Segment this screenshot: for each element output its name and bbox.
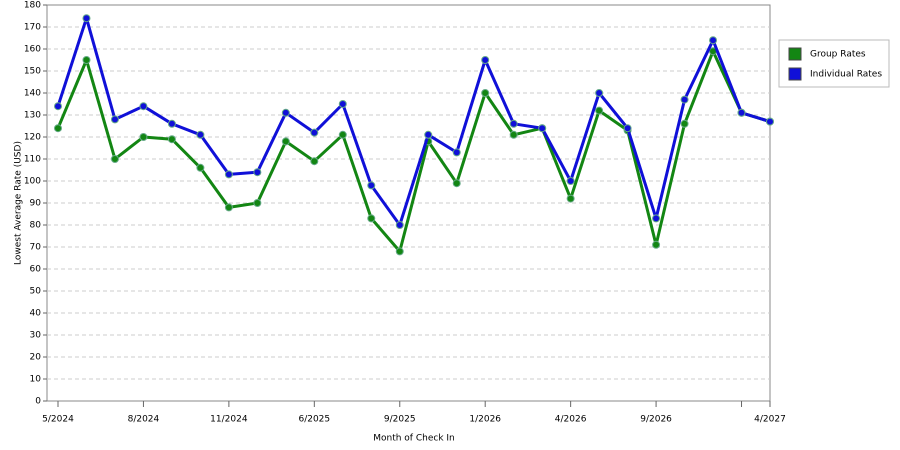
y-tick-label: 70: [30, 243, 42, 253]
data-point: [566, 177, 575, 185]
data-point: [766, 117, 774, 126]
y-axis-label: Lowest Average Rate (USD): [14, 141, 24, 265]
data-point: [310, 157, 319, 166]
data-point: [509, 130, 518, 139]
x-tick-label: 1/2026: [469, 415, 501, 425]
data-point: [224, 170, 233, 179]
data-point: [680, 119, 689, 128]
y-tick-label: 40: [30, 309, 42, 319]
data-point: [253, 168, 262, 177]
data-point: [110, 115, 119, 124]
data-point: [54, 124, 62, 133]
legend-swatch: [788, 67, 802, 81]
y-tick-label: 140: [24, 89, 41, 99]
data-point: [139, 102, 148, 111]
data-point: [709, 36, 718, 45]
y-tick-label: 100: [24, 177, 41, 187]
y-tick-label: 120: [24, 133, 41, 143]
data-point: [680, 95, 689, 104]
x-tick-label: 4/2027: [754, 415, 786, 425]
data-point: [110, 155, 119, 163]
data-point: [452, 148, 461, 157]
legend-label: Individual Rates: [810, 70, 882, 80]
legend-swatch: [788, 47, 802, 61]
y-tick-label: 170: [24, 23, 41, 33]
x-tick-label: 4/2026: [555, 415, 587, 425]
y-tick-label: 60: [30, 265, 42, 275]
data-point: [481, 56, 490, 64]
data-point: [424, 130, 433, 139]
data-point: [367, 181, 376, 190]
y-tick-label: 50: [30, 287, 42, 297]
data-point: [652, 214, 661, 223]
x-tick-label: 11/2024: [210, 415, 248, 425]
y-tick-label: 0: [35, 397, 41, 407]
data-point: [481, 89, 490, 97]
x-tick-label: 8/2024: [128, 415, 160, 425]
series-line: [56, 49, 771, 253]
data-point: [196, 130, 205, 139]
data-point: [196, 163, 205, 172]
data-point: [595, 89, 604, 97]
data-point: [566, 194, 575, 203]
data-point: [253, 199, 262, 207]
y-tick-label: 180: [24, 1, 41, 11]
data-point: [224, 203, 233, 212]
y-tick-label: 10: [30, 375, 42, 385]
y-tick-label: 90: [30, 199, 42, 209]
data-point: [538, 124, 547, 133]
data-point: [652, 240, 661, 249]
series-line: [56, 16, 771, 227]
x-tick-label: 9/2026: [640, 415, 672, 425]
data-point: [281, 137, 290, 146]
data-point: [737, 108, 746, 117]
data-point: [623, 124, 632, 133]
data-point: [310, 128, 319, 137]
y-tick-label: 20: [30, 353, 42, 363]
y-tick-label: 30: [30, 331, 42, 341]
data-point: [167, 119, 176, 128]
x-tick-label: 9/2025: [384, 415, 416, 425]
y-tick-label: 150: [24, 67, 41, 77]
x-tick-label: 6/2025: [298, 415, 330, 425]
data-point: [395, 247, 404, 256]
data-point: [452, 179, 461, 188]
x-axis-label: Month of Check In: [373, 434, 455, 444]
legend-label: Group Rates: [810, 50, 866, 60]
data-point: [82, 56, 91, 64]
data-point: [367, 214, 376, 223]
data-point: [167, 135, 176, 144]
data-point: [139, 133, 148, 141]
data-point: [395, 221, 404, 229]
data-point: [82, 14, 91, 23]
data-point: [338, 130, 347, 139]
y-tick-label: 130: [24, 111, 41, 121]
data-point: [595, 106, 604, 115]
y-tick-label: 160: [24, 45, 41, 55]
data-point: [509, 119, 518, 128]
data-point: [338, 100, 347, 108]
data-point: [281, 108, 290, 117]
data-point: [54, 102, 62, 111]
x-tick-label: 5/2024: [42, 415, 74, 425]
y-tick-label: 80: [30, 221, 42, 231]
y-tick-label: 110: [24, 155, 41, 165]
